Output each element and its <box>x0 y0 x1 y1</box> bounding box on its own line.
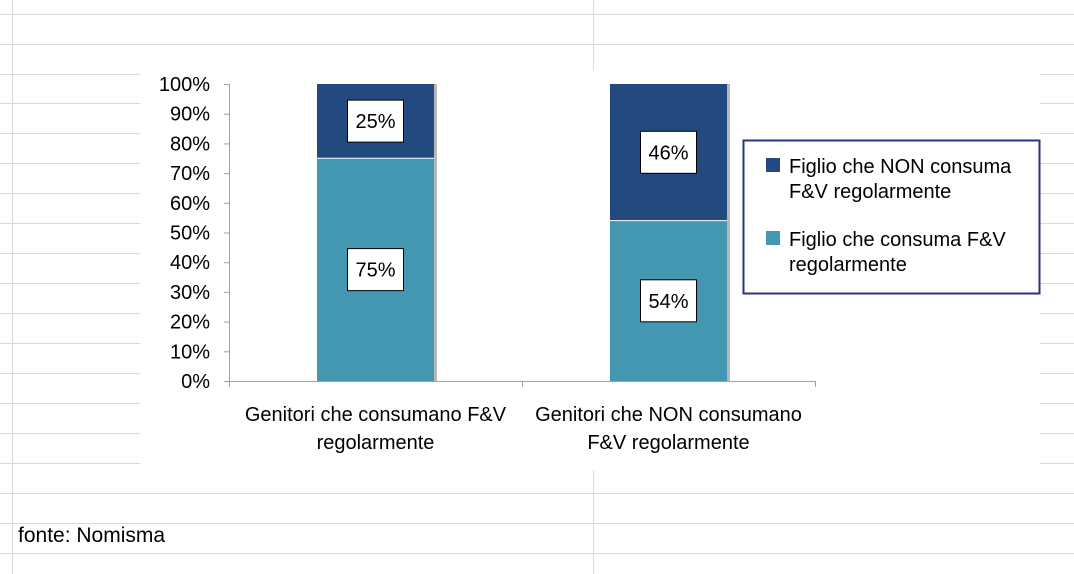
y-axis: 0% 10% 20% 30% 40% 50% 60% 70% 80% 90% 100% <box>159 74 230 393</box>
data-label-box <box>640 130 697 174</box>
y-tick-label: 0% <box>181 371 210 393</box>
y-tick-label: 40% <box>170 252 210 274</box>
data-label: 25% <box>355 111 395 133</box>
legend-label: Figlio che consuma F&V regolarmente <box>789 229 1006 276</box>
y-tick-label: 20% <box>170 312 210 334</box>
source-note: fonte: Nomisma <box>18 524 166 547</box>
data-label-box <box>347 99 404 143</box>
x-tick-label: Genitori che consumano F&V regolarmente <box>245 404 507 454</box>
data-label-box <box>640 279 697 323</box>
y-tick-label: 30% <box>170 282 210 304</box>
data-label: 46% <box>648 142 688 164</box>
legend-swatch <box>766 158 780 172</box>
legend-label: Figlio che NON consuma F&V regolarmente <box>789 156 1012 203</box>
data-label-box <box>347 248 404 292</box>
x-axis: Genitori che consumano F&V regolarmente Ge… <box>229 381 816 454</box>
y-tick-label: 100% <box>159 74 210 96</box>
y-tick-label: 50% <box>170 223 210 245</box>
legend-swatch <box>766 231 780 245</box>
y-tick-label: 60% <box>170 193 210 215</box>
y-tick-label: 10% <box>170 341 210 363</box>
data-label: 75% <box>355 260 395 282</box>
y-tick-label: 80% <box>170 133 210 155</box>
y-tick-label: 70% <box>170 163 210 185</box>
data-labels: 75% 25% 54% 46% <box>347 99 697 323</box>
y-tick-label: 90% <box>170 104 210 126</box>
x-tick-label: Genitori che NON consumano F&V regolarmen… <box>535 404 802 454</box>
bars <box>317 84 730 381</box>
legend: Figlio che NON consuma F&V regolarmente Fi… <box>742 139 1041 295</box>
legend-box <box>742 139 1041 295</box>
data-label: 54% <box>648 291 688 313</box>
